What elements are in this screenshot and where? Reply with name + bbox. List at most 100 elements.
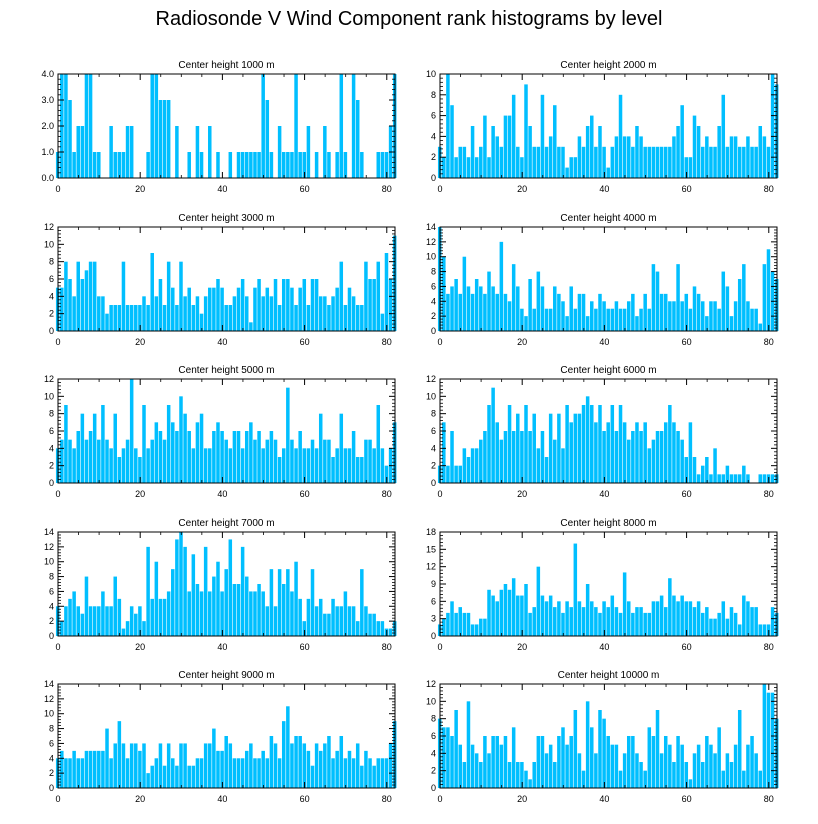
bar bbox=[236, 287, 241, 331]
bar bbox=[725, 286, 730, 331]
x-tick-label: 20 bbox=[517, 489, 527, 499]
bar bbox=[713, 753, 717, 788]
bar bbox=[162, 439, 167, 483]
bar bbox=[327, 152, 331, 178]
bar bbox=[335, 287, 339, 331]
bar bbox=[191, 305, 196, 331]
bar bbox=[479, 286, 483, 331]
bar bbox=[232, 758, 237, 788]
x-tick-label: 20 bbox=[135, 184, 145, 194]
y-tick-label: 2 bbox=[49, 616, 54, 626]
bar bbox=[216, 750, 220, 788]
bar bbox=[721, 770, 726, 788]
bar bbox=[643, 422, 647, 483]
bar bbox=[499, 146, 504, 178]
bar bbox=[376, 405, 381, 483]
bar bbox=[705, 607, 709, 636]
bar bbox=[318, 598, 323, 636]
bar bbox=[557, 146, 561, 178]
x-tick-label: 0 bbox=[55, 642, 60, 652]
bar bbox=[154, 758, 159, 788]
bar bbox=[364, 606, 368, 636]
bar bbox=[388, 279, 393, 331]
y-tick-label: 12 bbox=[44, 542, 54, 552]
bar bbox=[561, 727, 565, 788]
bar bbox=[310, 765, 315, 788]
bar bbox=[626, 136, 631, 178]
bar bbox=[191, 554, 196, 636]
bar bbox=[298, 152, 302, 178]
bar bbox=[676, 736, 680, 788]
bar bbox=[101, 750, 105, 788]
bar bbox=[113, 152, 117, 178]
bar bbox=[651, 146, 656, 178]
bar bbox=[737, 624, 742, 636]
bar bbox=[117, 457, 122, 483]
bar bbox=[261, 296, 265, 331]
x-tick-label: 0 bbox=[437, 337, 442, 347]
bar bbox=[524, 584, 528, 636]
bar bbox=[175, 305, 179, 331]
bar bbox=[142, 405, 146, 483]
bar bbox=[647, 308, 652, 331]
bar bbox=[244, 750, 249, 788]
bar bbox=[72, 591, 76, 636]
bar bbox=[684, 762, 689, 788]
bar bbox=[618, 405, 623, 483]
bar bbox=[60, 439, 64, 483]
bar bbox=[240, 758, 245, 788]
bar bbox=[269, 296, 274, 331]
bar bbox=[80, 413, 85, 483]
bar bbox=[343, 305, 348, 331]
bar bbox=[754, 146, 758, 178]
bar bbox=[762, 684, 767, 788]
bar bbox=[228, 152, 233, 178]
bar bbox=[113, 413, 117, 483]
bar bbox=[705, 316, 709, 331]
bar bbox=[265, 758, 270, 788]
bar bbox=[220, 431, 224, 483]
bar bbox=[125, 305, 130, 331]
bar bbox=[343, 758, 348, 788]
bar bbox=[750, 607, 754, 636]
y-tick-label: 12 bbox=[44, 694, 54, 704]
bar bbox=[327, 613, 331, 636]
bar bbox=[179, 743, 183, 788]
bar bbox=[76, 261, 80, 331]
bar bbox=[376, 261, 381, 331]
bar bbox=[499, 744, 504, 788]
chart-title: Center height 3000 m bbox=[178, 213, 274, 224]
plot-frame bbox=[57, 683, 396, 789]
bar bbox=[709, 744, 713, 788]
bar bbox=[528, 779, 532, 788]
bar bbox=[688, 308, 693, 331]
bar bbox=[360, 152, 364, 178]
bar bbox=[516, 286, 520, 331]
bar bbox=[631, 431, 635, 483]
bar bbox=[672, 595, 676, 636]
bar bbox=[458, 293, 462, 331]
bar bbox=[532, 762, 536, 788]
bar bbox=[557, 601, 561, 636]
x-tick-label: 80 bbox=[382, 489, 392, 499]
bar bbox=[310, 279, 315, 331]
bar bbox=[117, 598, 122, 636]
y-tick-label: 4 bbox=[431, 131, 436, 141]
bar bbox=[742, 465, 746, 483]
bar bbox=[134, 613, 138, 636]
bar bbox=[187, 765, 191, 788]
bar bbox=[758, 770, 763, 788]
bar bbox=[598, 126, 602, 178]
bar bbox=[150, 253, 154, 331]
bar bbox=[158, 431, 163, 483]
bar bbox=[88, 606, 93, 636]
bar bbox=[101, 591, 105, 636]
bar bbox=[631, 612, 635, 636]
bar bbox=[64, 261, 68, 331]
bar bbox=[171, 287, 175, 331]
bar bbox=[548, 308, 553, 331]
bar bbox=[770, 607, 775, 636]
x-tick-label: 60 bbox=[682, 337, 692, 347]
bar bbox=[281, 152, 286, 178]
bar bbox=[306, 750, 311, 788]
